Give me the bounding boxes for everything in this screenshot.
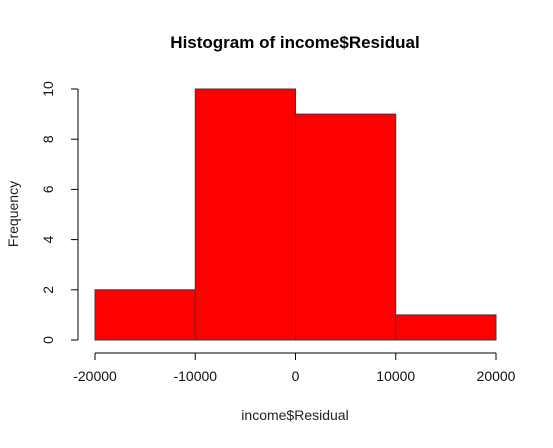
x-tick-label: -20000 <box>73 368 117 384</box>
y-tick-label: 6 <box>40 185 56 193</box>
x-tick-label: -10000 <box>173 368 217 384</box>
histogram-bar <box>295 113 397 341</box>
y-tick-label: 8 <box>40 135 56 143</box>
chart-title: Histogram of income$Residual <box>170 33 419 52</box>
bars-group <box>94 88 497 341</box>
x-tick-label: 10000 <box>376 368 415 384</box>
x-tick-label: 20000 <box>477 368 516 384</box>
histogram-bar <box>94 289 196 341</box>
y-tick-label: 4 <box>40 235 56 243</box>
y-tick-label: 10 <box>40 81 56 97</box>
histogram-bar <box>395 314 497 341</box>
x-tick-label: 0 <box>292 368 300 384</box>
y-axis-label: Frequency <box>5 181 21 247</box>
x-axis-label: income$Residual <box>241 407 348 423</box>
y-tick-label: 2 <box>40 286 56 294</box>
histogram-bar <box>194 88 296 341</box>
y-axis: 0 2 4 6 8 10 <box>40 81 79 344</box>
x-axis: -20000 -10000 0 10000 20000 <box>73 352 516 384</box>
y-tick-label: 0 <box>40 336 56 344</box>
